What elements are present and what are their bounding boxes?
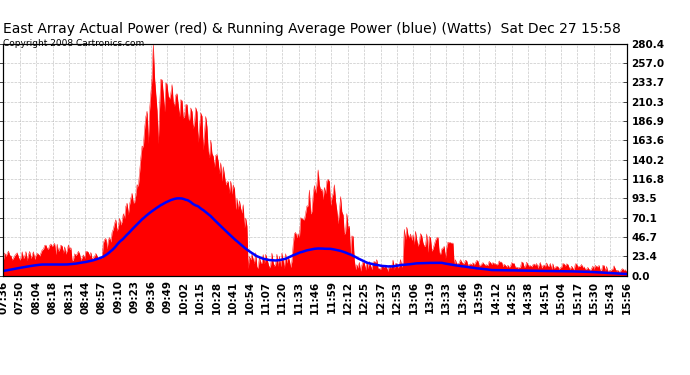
Text: Copyright 2008 Cartronics.com: Copyright 2008 Cartronics.com [3,39,145,48]
Text: East Array Actual Power (red) & Running Average Power (blue) (Watts)  Sat Dec 27: East Array Actual Power (red) & Running … [3,22,621,36]
